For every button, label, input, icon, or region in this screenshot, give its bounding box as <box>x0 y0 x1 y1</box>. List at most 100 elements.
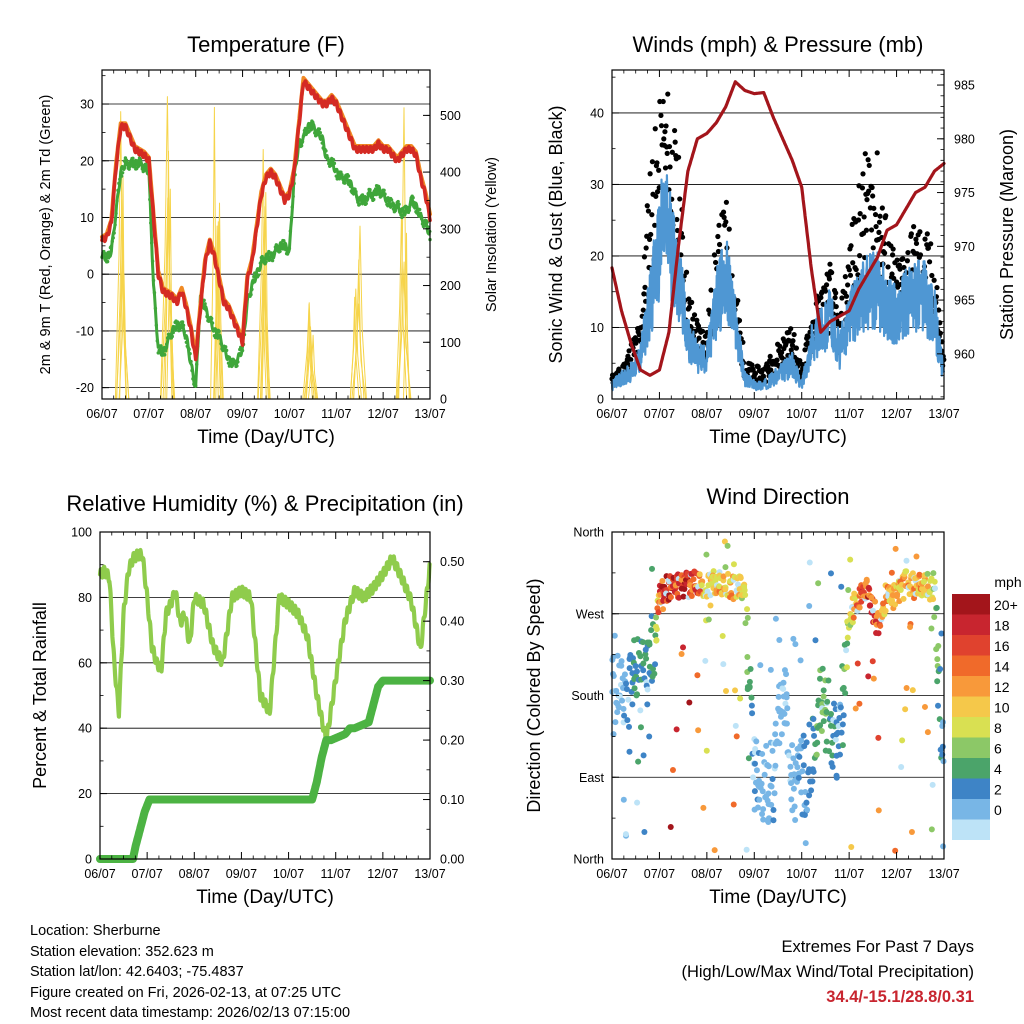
left-y-tick-label: 20 <box>590 249 604 263</box>
gust-point <box>666 143 673 150</box>
direction-point <box>749 710 756 717</box>
x-tick-label: 06/07 <box>596 867 627 881</box>
dewpoint-point <box>358 198 363 202</box>
dewpoint-point <box>336 176 340 180</box>
direction-point <box>817 722 824 729</box>
direction-point <box>784 705 791 712</box>
direction-point <box>622 831 629 838</box>
dewpoint-point <box>135 163 140 167</box>
dewpoint-point <box>264 260 268 264</box>
dewpoint-point <box>417 207 422 212</box>
direction-point <box>838 729 845 736</box>
elevation-text: Station elevation: 352.623 m <box>30 943 214 960</box>
dewpoint-point <box>235 364 239 368</box>
gust-point <box>696 335 702 341</box>
dewpoint-point <box>390 202 395 207</box>
dewpoint-point <box>398 207 402 212</box>
direction-point <box>632 663 639 670</box>
direction-point <box>637 707 644 714</box>
direction-point <box>772 731 779 738</box>
gust-point <box>846 267 852 273</box>
direction-point <box>781 710 788 717</box>
gust-point <box>674 216 680 223</box>
humidity-chart: 06/07 07/07 08/07 09/07 10/07 11/07 12/07 13/07… <box>30 491 464 908</box>
direction-point <box>620 796 627 803</box>
extremes-values: 34.4/-15.1/28.8/0.31 <box>826 988 974 1006</box>
direction-point <box>690 576 697 583</box>
dewpoint-point <box>368 188 372 192</box>
direction-point <box>844 640 851 647</box>
direction-point <box>619 697 626 704</box>
gust-point <box>926 259 933 265</box>
dewpoint-point <box>205 314 209 319</box>
direction-point <box>780 679 787 686</box>
dewpoint-point <box>265 256 269 260</box>
gust-point <box>669 149 675 155</box>
gust-point <box>690 316 696 322</box>
gust-point <box>791 331 797 338</box>
direction-point <box>745 755 752 762</box>
direction-point <box>646 733 653 740</box>
direction-point <box>814 739 821 746</box>
left-y-tick-label: 40 <box>590 106 604 120</box>
dewpoint-point <box>209 316 214 321</box>
direction-point <box>681 586 688 593</box>
x-tick-label: 11/07 <box>834 407 864 421</box>
gust-point <box>797 358 803 364</box>
legend-swatch <box>952 594 990 615</box>
legend-label: 0 <box>994 802 1002 818</box>
dewpoint-point <box>256 273 261 277</box>
direction-point <box>694 672 701 679</box>
direction-point <box>660 606 667 613</box>
left-y-tick-label: North <box>573 853 604 867</box>
gust-point <box>723 219 729 225</box>
x-tick-label: 06/07 <box>84 867 115 881</box>
direction-point <box>909 570 916 577</box>
direction-point <box>903 684 910 691</box>
legend-label: 18 <box>994 618 1010 634</box>
direction-point <box>924 570 931 577</box>
dewpoint-point <box>397 202 401 206</box>
direction-point <box>829 763 836 770</box>
direction-point <box>806 792 813 799</box>
dewpoint-point <box>119 174 124 178</box>
gust-point <box>873 223 879 230</box>
direction-point <box>813 751 820 758</box>
direction-point <box>797 657 804 664</box>
dewpoint-point <box>343 178 348 182</box>
right-y-tick-label: 300 <box>440 222 461 236</box>
station-info: Location: Sherburne Station elevation: 3… <box>30 921 350 1024</box>
dewpoint-point <box>178 328 182 332</box>
direction-point <box>626 665 633 672</box>
legend-swatch <box>952 778 990 799</box>
direction-point <box>812 637 819 644</box>
direction-point <box>838 583 845 590</box>
direction-point <box>850 614 857 621</box>
direction-point <box>720 573 727 580</box>
dewpoint-point <box>412 200 416 205</box>
direction-point <box>626 723 633 730</box>
direction-point <box>875 630 882 637</box>
gust-point <box>656 167 662 173</box>
solar-insolation-trace <box>160 197 176 400</box>
gust-point <box>874 150 880 156</box>
direction-point <box>767 666 774 673</box>
direction-point <box>802 840 809 847</box>
dewpoint-point <box>187 347 191 352</box>
dewpoint-point <box>393 209 398 213</box>
direction-point <box>875 734 882 741</box>
direction-point <box>865 673 872 680</box>
direction-point <box>633 668 640 675</box>
direction-point <box>732 687 739 694</box>
gust-point <box>876 229 882 235</box>
dewpoint-point <box>181 323 186 327</box>
gust-point <box>861 214 867 220</box>
direction-point <box>723 687 730 694</box>
gust-point <box>904 258 910 264</box>
direction-point <box>785 752 792 759</box>
direction-point <box>649 565 656 572</box>
direction-point <box>836 751 843 758</box>
direction-point <box>900 595 907 602</box>
direction-point <box>875 807 882 814</box>
dewpoint-point <box>413 206 417 210</box>
